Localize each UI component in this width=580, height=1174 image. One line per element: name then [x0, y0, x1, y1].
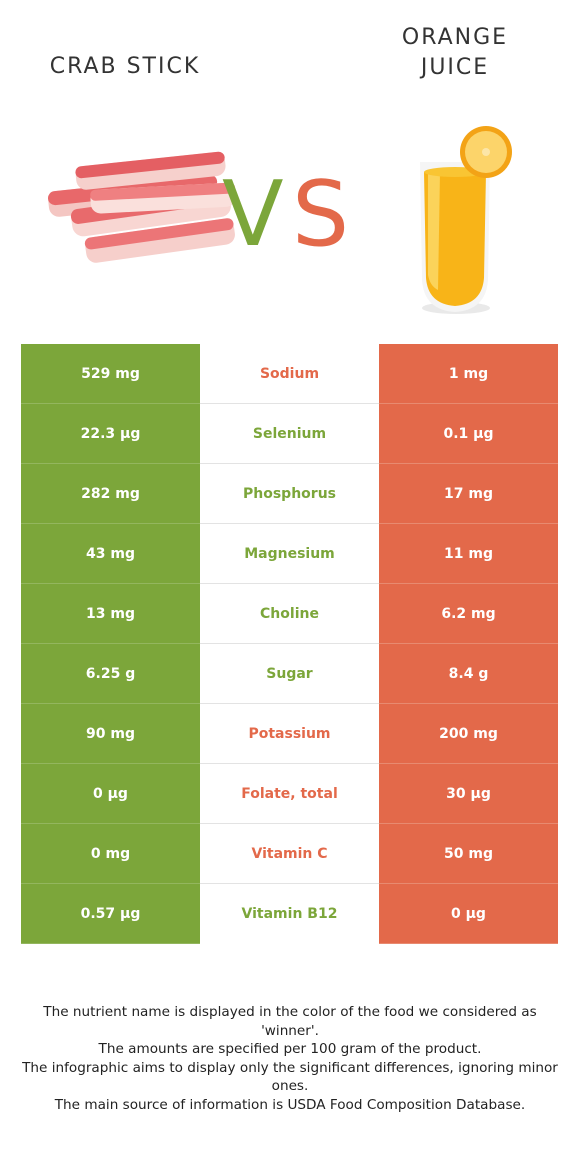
orange-juice-value: 6.2 mg — [379, 584, 558, 644]
orange-juice-value: 30 µg — [379, 764, 558, 824]
hero-illustrations — [47, 126, 512, 314]
orange-juice-value: 0.1 µg — [379, 404, 558, 464]
crab-stick-value: 282 mg — [21, 464, 200, 524]
orange-juice-value: 200 mg — [379, 704, 558, 764]
orange-juice-image — [420, 126, 512, 314]
orange-juice-value: 17 mg — [379, 464, 558, 524]
table-row: 43 mg Magnesium 11 mg — [21, 524, 558, 584]
table-row: 6.25 g Sugar 8.4 g — [21, 644, 558, 704]
nutrient-name: Magnesium — [200, 524, 379, 583]
food-left-name: CRAB STICK — [49, 54, 201, 79]
table-row: 22.3 µg Selenium 0.1 µg — [21, 404, 558, 464]
orange-juice-value: 8.4 g — [379, 644, 558, 704]
nutrient-name: Folate, total — [200, 764, 379, 823]
crab-stick-value: 43 mg — [21, 524, 200, 584]
table-row: 90 mg Potassium 200 mg — [21, 704, 558, 764]
crab-stick-value: 90 mg — [21, 704, 200, 764]
orange-juice-value: 1 mg — [379, 344, 558, 404]
nutrient-name: Selenium — [200, 404, 379, 463]
table-row: 0 µg Folate, total 30 µg — [21, 764, 558, 824]
nutrient-name: Sugar — [200, 644, 379, 703]
orange-juice-value: 11 mg — [379, 524, 558, 584]
nutrient-name: Sodium — [200, 344, 379, 403]
food-right-name-line1: ORANGE — [401, 25, 509, 50]
crab-stick-value: 529 mg — [21, 344, 200, 404]
nutrient-comparison-table: 529 mg Sodium 1 mg 22.3 µg Selenium 0.1 µg 282… — [21, 344, 558, 944]
crab-stick-value: 0 mg — [21, 824, 200, 884]
table-row: 282 mg Phosphorus 17 mg — [21, 464, 558, 524]
crab-stick-value: 22.3 µg — [21, 404, 200, 464]
vs-letter-s: S — [292, 162, 350, 267]
nutrient-name: Phosphorus — [200, 464, 379, 523]
crab-stick-value: 0.57 µg — [21, 884, 200, 944]
vs-letter-v: V — [222, 162, 284, 267]
nutrient-name: Vitamin B12 — [200, 884, 379, 943]
table-row: 13 mg Choline 6.2 mg — [21, 584, 558, 644]
crab-stick-image — [47, 151, 236, 263]
nutrient-name: Choline — [200, 584, 379, 643]
crab-stick-value: 0 µg — [21, 764, 200, 824]
table-row: 0.57 µg Vitamin B12 0 µg — [21, 884, 558, 944]
food-right-title: ORANGE JUICE — [350, 23, 560, 83]
orange-juice-value: 0 µg — [379, 884, 558, 944]
orange-juice-value: 50 mg — [379, 824, 558, 884]
nutrient-name: Potassium — [200, 704, 379, 763]
nutrient-name: Vitamin C — [200, 824, 379, 883]
footer-note-winner: The nutrient name is displayed in the co… — [43, 1004, 537, 1039]
table-row: 529 mg Sodium 1 mg — [21, 344, 558, 404]
footer-note-aim: The infographic aims to display only the… — [22, 1059, 558, 1095]
footer-note-source: The main source of information is USDA F… — [54, 1096, 526, 1113]
food-left-title: CRAB STICK — [20, 52, 230, 82]
footer-notes: The nutrient name is displayed in the co… — [20, 1003, 560, 1114]
crab-stick-value: 13 mg — [21, 584, 200, 644]
footer-note-amounts: The amounts are specified per 100 gram o… — [98, 1041, 482, 1057]
table-row: 0 mg Vitamin C 50 mg — [21, 824, 558, 884]
food-right-name-line2: JUICE — [420, 55, 490, 80]
crab-stick-value: 6.25 g — [21, 644, 200, 704]
